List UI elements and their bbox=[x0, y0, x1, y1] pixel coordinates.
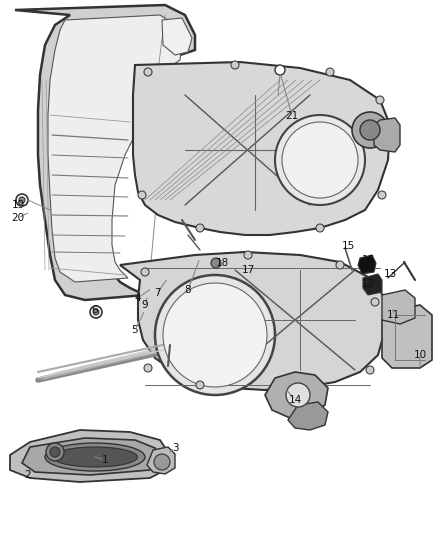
Circle shape bbox=[336, 261, 344, 269]
Text: 17: 17 bbox=[241, 265, 254, 275]
Circle shape bbox=[196, 381, 204, 389]
Circle shape bbox=[211, 258, 221, 268]
Circle shape bbox=[46, 443, 64, 461]
Text: 2: 2 bbox=[25, 470, 31, 480]
Polygon shape bbox=[15, 5, 195, 300]
Circle shape bbox=[352, 112, 388, 148]
Polygon shape bbox=[265, 372, 328, 418]
Circle shape bbox=[360, 120, 380, 140]
Text: 7: 7 bbox=[154, 288, 160, 298]
Text: 9: 9 bbox=[141, 300, 148, 310]
Circle shape bbox=[275, 65, 285, 75]
Ellipse shape bbox=[45, 443, 145, 471]
Text: 1: 1 bbox=[102, 455, 108, 465]
Text: 15: 15 bbox=[341, 241, 355, 251]
Text: 11: 11 bbox=[386, 310, 399, 320]
Circle shape bbox=[286, 383, 310, 407]
Polygon shape bbox=[133, 62, 390, 235]
Polygon shape bbox=[358, 255, 376, 274]
Text: 16: 16 bbox=[361, 255, 374, 265]
Circle shape bbox=[316, 224, 324, 232]
Circle shape bbox=[378, 191, 386, 199]
Polygon shape bbox=[48, 15, 182, 282]
Circle shape bbox=[154, 454, 170, 470]
Circle shape bbox=[141, 268, 149, 276]
Circle shape bbox=[144, 68, 152, 76]
Circle shape bbox=[138, 191, 146, 199]
Circle shape bbox=[244, 251, 252, 259]
Circle shape bbox=[371, 298, 379, 306]
Text: 5: 5 bbox=[132, 325, 138, 335]
Circle shape bbox=[19, 197, 25, 203]
Circle shape bbox=[155, 275, 275, 395]
Circle shape bbox=[50, 447, 60, 457]
Circle shape bbox=[296, 384, 304, 392]
Polygon shape bbox=[374, 118, 400, 152]
Polygon shape bbox=[288, 402, 328, 430]
Polygon shape bbox=[162, 18, 192, 55]
Polygon shape bbox=[363, 274, 382, 295]
Text: 3: 3 bbox=[172, 443, 178, 453]
Ellipse shape bbox=[53, 447, 138, 467]
Circle shape bbox=[144, 364, 152, 372]
Text: 8: 8 bbox=[185, 285, 191, 295]
Text: 10: 10 bbox=[413, 350, 427, 360]
Circle shape bbox=[93, 309, 99, 315]
Circle shape bbox=[163, 283, 267, 387]
Polygon shape bbox=[22, 438, 158, 475]
Text: 18: 18 bbox=[215, 258, 229, 268]
Circle shape bbox=[326, 68, 334, 76]
Circle shape bbox=[231, 61, 239, 69]
Circle shape bbox=[16, 194, 28, 206]
Text: 14: 14 bbox=[288, 395, 302, 405]
Text: 19: 19 bbox=[11, 200, 25, 210]
Circle shape bbox=[366, 366, 374, 374]
Circle shape bbox=[282, 122, 358, 198]
Text: 4: 4 bbox=[135, 293, 141, 303]
Text: 12: 12 bbox=[361, 279, 374, 289]
Circle shape bbox=[376, 96, 384, 104]
Text: 13: 13 bbox=[383, 269, 397, 279]
Text: 6: 6 bbox=[92, 305, 98, 315]
Polygon shape bbox=[147, 447, 175, 474]
Circle shape bbox=[90, 306, 102, 318]
Polygon shape bbox=[10, 430, 168, 482]
Text: 20: 20 bbox=[11, 213, 25, 223]
Text: 21: 21 bbox=[286, 111, 299, 121]
Polygon shape bbox=[382, 290, 415, 324]
Circle shape bbox=[196, 224, 204, 232]
Polygon shape bbox=[120, 252, 385, 390]
Polygon shape bbox=[382, 305, 432, 368]
Circle shape bbox=[275, 115, 365, 205]
